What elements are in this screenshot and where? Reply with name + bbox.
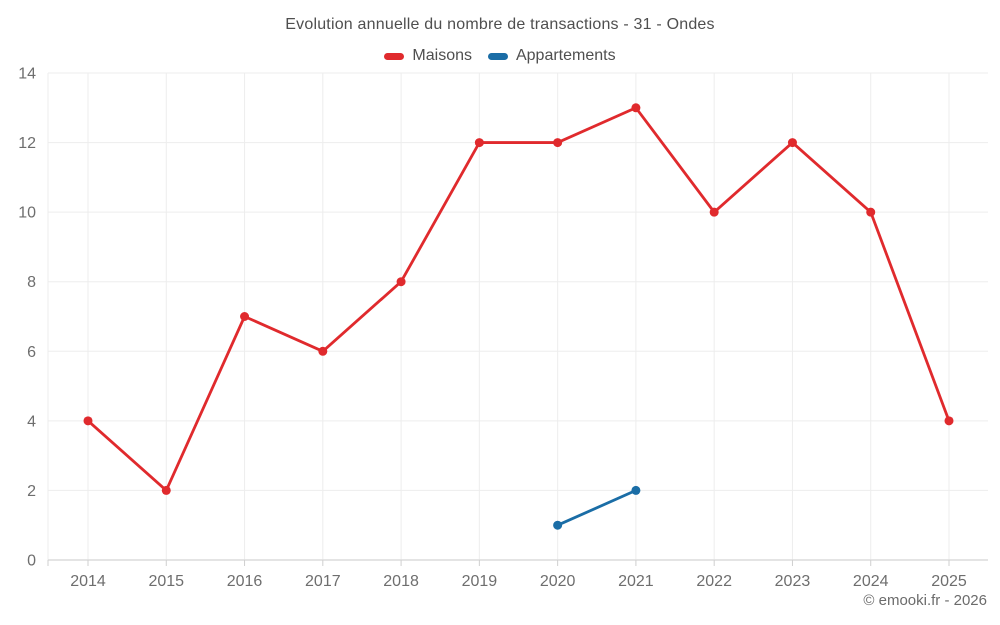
- data-point-maisons-2016[interactable]: [240, 312, 250, 321]
- data-point-maisons-2019[interactable]: [474, 138, 484, 148]
- x-tick-label-2025: 2025: [931, 573, 967, 590]
- data-point-maisons-2023[interactable]: [787, 138, 797, 148]
- y-tick-label-0: 0: [27, 553, 36, 570]
- y-tick-label-14: 14: [18, 66, 36, 83]
- x-tick-label-2019: 2019: [462, 573, 498, 590]
- legend-item-maisons[interactable]: Maisons: [384, 47, 472, 65]
- data-point-maisons-2025[interactable]: [944, 416, 954, 426]
- data-point-maisons-2014[interactable]: [83, 416, 93, 426]
- data-point-maisons-2015[interactable]: [161, 485, 171, 495]
- y-tick-label-8: 8: [27, 274, 36, 291]
- y-tick-label-2: 2: [27, 483, 36, 500]
- legend-item-appartements[interactable]: Appartements: [487, 47, 616, 65]
- data-point-appartements-2021[interactable]: [631, 485, 641, 495]
- legend-swatch-maisons: [384, 52, 405, 60]
- series-line-maisons: [86, 106, 951, 492]
- y-tick-label-6: 6: [27, 344, 36, 361]
- data-point-maisons-2024[interactable]: [866, 207, 876, 217]
- x-tick-label-2016: 2016: [227, 573, 263, 590]
- legend-swatch-appartements: [487, 52, 508, 60]
- chart-legend: Maisons Appartements: [0, 45, 1000, 67]
- data-point-maisons-2018[interactable]: [396, 277, 406, 287]
- data-point-maisons-2021[interactable]: [631, 103, 641, 113]
- legend-label-appartements: Appartements: [515, 47, 616, 64]
- x-tick-label-2022: 2022: [696, 573, 732, 590]
- x-tick-label-2015: 2015: [148, 573, 184, 590]
- x-tick-label-2017: 2017: [305, 573, 341, 590]
- data-point-appartements-2020[interactable]: [553, 520, 563, 530]
- x-tick-label-2021: 2021: [618, 573, 654, 590]
- legend-label-maisons: Maisons: [412, 47, 472, 64]
- x-tick-label-2020: 2020: [540, 573, 576, 590]
- chart-title: Evolution annuelle du nombre de transact…: [285, 16, 715, 33]
- data-point-maisons-2020[interactable]: [553, 138, 563, 148]
- data-point-maisons-2017[interactable]: [318, 346, 328, 356]
- x-tick-label-2018: 2018: [383, 573, 419, 590]
- x-tick-label-2024: 2024: [853, 573, 889, 590]
- y-tick-label-10: 10: [18, 205, 36, 222]
- attribution: © emooki.fr - 2026: [863, 592, 987, 609]
- y-tick-label-4: 4: [27, 413, 36, 430]
- x-tick-label-2014: 2014: [70, 573, 106, 590]
- y-tick-label-12: 12: [18, 135, 36, 152]
- data-point-maisons-2022[interactable]: [709, 207, 719, 217]
- x-tick-label-2023: 2023: [775, 573, 811, 590]
- series-line-appartements: [556, 489, 638, 527]
